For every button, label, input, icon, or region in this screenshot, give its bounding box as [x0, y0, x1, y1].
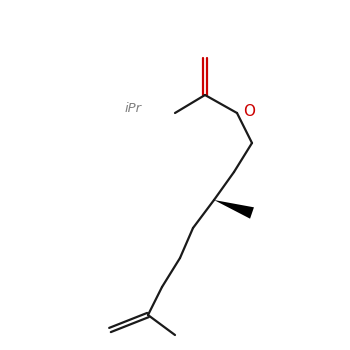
Text: O: O — [243, 104, 255, 119]
Text: iPr: iPr — [125, 102, 141, 114]
Polygon shape — [214, 200, 254, 219]
